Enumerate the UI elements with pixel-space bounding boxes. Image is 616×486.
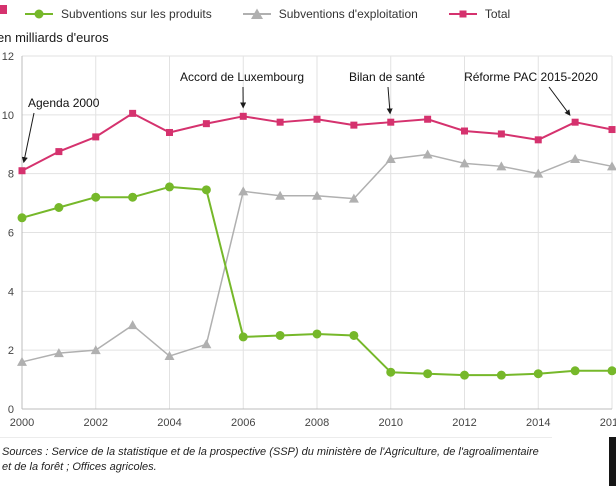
svg-text:2014: 2014	[526, 417, 550, 429]
svg-text:Bilan de santé: Bilan de santé	[349, 70, 425, 84]
legend-label: Total	[484, 6, 511, 21]
svg-text:8: 8	[8, 169, 14, 181]
svg-text:2012: 2012	[452, 417, 476, 429]
svg-text:2004: 2004	[157, 417, 181, 429]
cut-off-square-marker-icon	[0, 5, 7, 14]
svg-text:12: 12	[2, 51, 14, 63]
tick-labels: 0 2 4 6 8 10 12 2000 2002 2004 2006 2008 2010 2012 201…	[2, 51, 616, 429]
series-triangle	[17, 149, 616, 366]
svg-text:2008: 2008	[305, 417, 329, 429]
scrollbar-fragment[interactable]	[609, 437, 616, 486]
svg-text:2000: 2000	[10, 417, 34, 429]
axes	[21, 56, 612, 410]
svg-text:4: 4	[8, 286, 14, 298]
annotations: Agenda 2000 Accord de Luxembourg Bilan de …	[21, 70, 598, 164]
series-square	[18, 109, 616, 175]
svg-text:0: 0	[8, 404, 14, 416]
axis-unit-title: en milliards d'euros	[0, 30, 109, 45]
svg-text:Agenda 2000: Agenda 2000	[28, 96, 100, 110]
legend-label: Subventions d'exploitation	[278, 6, 418, 21]
svg-text:10: 10	[2, 110, 14, 122]
circle-marker-icon	[25, 9, 53, 18]
svg-text:2002: 2002	[84, 417, 108, 429]
legend-item-subventions-produits[interactable]: Subventions sur les produits	[24, 7, 212, 21]
svg-text:Réforme PAC 2015-2020: Réforme PAC 2015-2020	[464, 70, 598, 84]
chart-legend: Subventions sur les produits Subventions…	[0, 0, 616, 22]
svg-text:6: 6	[8, 228, 14, 240]
legend-label: Subventions sur les produits	[61, 6, 212, 21]
line-chart: 0 2 4 6 8 10 12 2000 2002 2004 2006 2008 2010 2012 201…	[2, 51, 616, 429]
legend-item-total[interactable]: Total	[448, 7, 510, 21]
svg-text:2010: 2010	[379, 417, 403, 429]
legend-item-subventions-exploitation[interactable]: Subventions d'exploitation	[242, 7, 418, 21]
series-circle	[17, 182, 616, 380]
svg-text:Accord de Luxembourg: Accord de Luxembourg	[180, 70, 304, 84]
source-note: Sources : Service de la statistique et d…	[0, 437, 552, 475]
triangle-marker-icon	[242, 8, 271, 19]
gridlines	[22, 55, 613, 409]
svg-text:2016: 2016	[600, 417, 616, 429]
svg-text:2006: 2006	[231, 417, 255, 429]
square-marker-icon	[448, 10, 477, 17]
svg-text:2: 2	[8, 345, 14, 357]
